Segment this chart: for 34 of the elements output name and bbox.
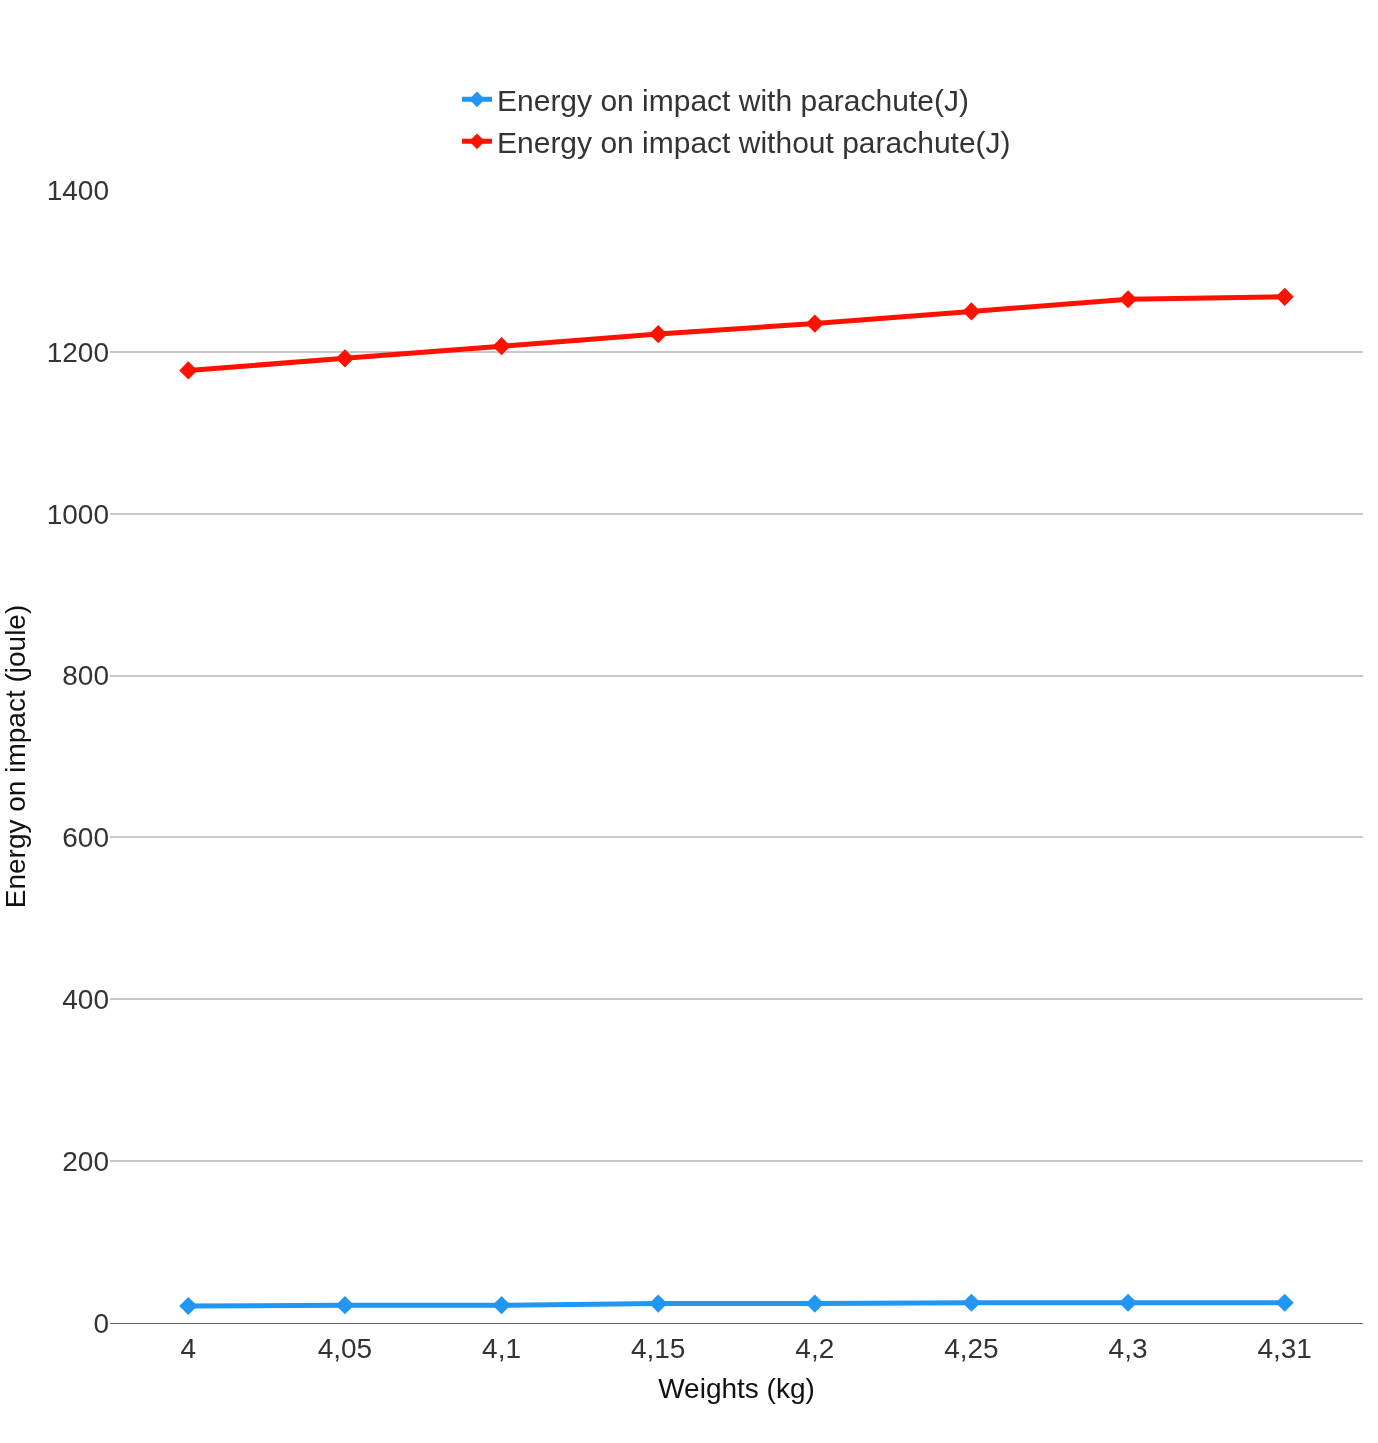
y-tick-label: 200: [62, 1145, 109, 1177]
point: [492, 337, 511, 356]
x-tick-label: 4,05: [317, 1332, 373, 1364]
point: [179, 361, 198, 380]
y-tick-label: 1200: [46, 336, 109, 368]
x-tick-label: 4: [180, 1332, 197, 1364]
y-tick-label: 0: [93, 1307, 109, 1339]
x-tick-label: 4,2: [795, 1332, 835, 1364]
x-axis-title: Weights (kg): [658, 1372, 815, 1404]
point: [1118, 290, 1138, 309]
x-tick-label: 4,15: [630, 1332, 686, 1364]
y-tick-label: 1400: [46, 174, 109, 206]
point: [962, 1293, 981, 1312]
x-tick-label: 4,1: [482, 1332, 522, 1364]
point: [1275, 287, 1294, 306]
y-tick-label: 800: [62, 660, 109, 692]
point: [962, 302, 981, 321]
y-tick-label: 1000: [46, 498, 109, 530]
x-tick-label: 4,25: [944, 1332, 999, 1364]
x-tick-label: 4,3: [1108, 1332, 1148, 1364]
point: [649, 324, 668, 344]
y-axis-title: Energy on impact (joule): [0, 604, 31, 909]
point: [1275, 1293, 1294, 1312]
legend-label: Energy on impact with parachute(J): [497, 84, 969, 118]
point: [335, 349, 355, 368]
point: [335, 1296, 355, 1315]
y-tick-label: 600: [62, 822, 109, 854]
legend-label: Energy on impact without parachute(J): [497, 126, 1011, 160]
point: [805, 314, 824, 333]
y-tick-label: 400: [62, 984, 109, 1016]
x-tick-label: 4,31: [1257, 1332, 1312, 1364]
point: [1118, 1293, 1138, 1312]
point: [492, 1296, 511, 1315]
point: [179, 1296, 198, 1316]
